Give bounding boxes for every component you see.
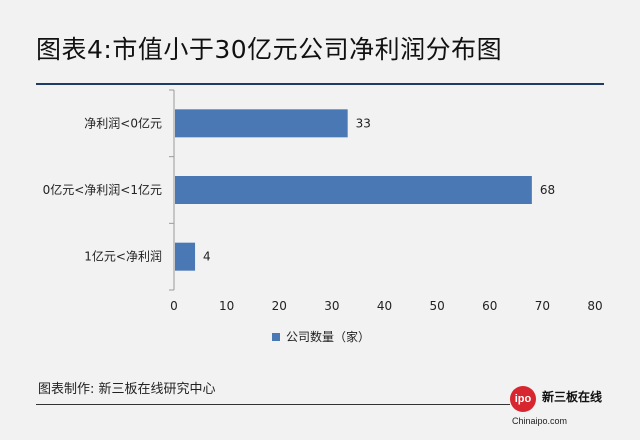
x-tick-label: 80 [587,299,602,313]
x-tick-label: 70 [535,299,550,313]
bar [175,109,348,138]
logo-mark: ipo [510,386,536,412]
x-tick-label: 40 [377,299,392,313]
legend-swatch [272,332,280,341]
title-divider [36,83,604,85]
x-tick-label: 20 [272,299,287,313]
source-note: 图表制作: 新三板在线研究中心 [38,382,216,397]
x-tick-label: 30 [324,299,339,313]
x-tick-label: 10 [219,299,234,313]
bar-value-label: 33 [356,116,371,130]
bar-value-label: 4 [203,250,211,264]
chart-legend: 公司数量（家） [272,328,370,345]
category-label: 净利润<0亿元 [84,115,162,130]
x-tick-label: 50 [429,299,444,313]
category-label: 1亿元<净利润 [84,249,162,264]
x-tick-label: 60 [482,299,497,313]
chinaipo-logo: ipo 新三板在线 Chinaipo.com [510,386,620,426]
legend-label: 公司数量（家） [286,330,371,344]
logo-name: 新三板在线 [542,390,603,404]
chart-plot-area: 0 10 20 30 40 50 60 70 80 33 净利润<0亿元 68 0亿元<净利润<1亿元 4… [43,89,603,313]
logo-url: Chinaipo.com [512,416,568,426]
page-title: 图表4:市值小于30亿元公司净利润分布图 [36,35,503,64]
category-label: 0亿元<净利润<1亿元 [43,182,162,197]
bar [175,176,532,204]
bar-value-label: 68 [540,183,555,197]
footer-divider [36,404,510,405]
bar [175,242,196,271]
x-tick-label: 0 [170,299,178,313]
